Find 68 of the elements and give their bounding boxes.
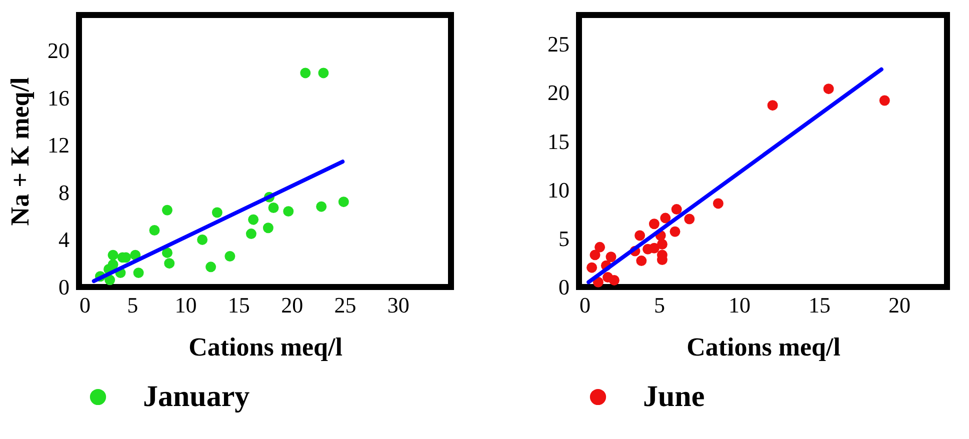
point — [684, 214, 695, 224]
point — [590, 250, 600, 260]
x-axis-title: Cations meq/l — [686, 332, 840, 362]
point — [162, 247, 172, 258]
point — [338, 196, 349, 208]
point — [648, 242, 660, 254]
x-tick-label: 10 — [174, 292, 197, 318]
point — [268, 202, 279, 213]
point — [197, 234, 208, 245]
point — [318, 68, 329, 78]
legend-label: January — [143, 380, 250, 413]
y-tick-label: 4 — [58, 227, 70, 252]
point — [262, 222, 274, 234]
point — [879, 95, 890, 106]
x-tick-label: 15 — [228, 292, 250, 318]
point — [283, 206, 294, 217]
y-tick-label: 20 — [48, 38, 70, 63]
point — [133, 268, 144, 278]
x-axis-title: Cations meq/l — [188, 332, 342, 362]
point — [606, 252, 616, 262]
point — [246, 228, 256, 240]
y-axis-title: Na + K meq/l — [6, 77, 34, 226]
y-tick-label: 16 — [48, 85, 70, 110]
point — [149, 225, 160, 236]
point — [248, 214, 259, 225]
point — [648, 218, 660, 230]
point — [823, 84, 834, 94]
y-tick-label: 0 — [558, 274, 570, 300]
point — [660, 212, 671, 224]
point — [108, 250, 118, 260]
x-tick-label: 30 — [387, 292, 410, 318]
point — [300, 68, 311, 78]
y-tick-label: 0 — [58, 274, 70, 300]
y-tick-label: 15 — [548, 128, 570, 154]
y-tick-label: 25 — [548, 32, 570, 57]
point — [712, 198, 724, 209]
point — [670, 226, 680, 237]
point — [636, 256, 647, 266]
point — [594, 242, 606, 252]
y-tick-label: 5 — [558, 226, 570, 251]
point — [206, 262, 216, 272]
point — [162, 204, 172, 216]
point — [316, 201, 327, 212]
point — [634, 230, 646, 241]
x-tick-label: 10 — [728, 292, 750, 318]
point — [212, 207, 222, 218]
x-tick-label: 5 — [127, 292, 138, 318]
point — [767, 100, 778, 111]
point — [671, 204, 682, 215]
point — [164, 258, 175, 269]
x-tick-label: 25 — [334, 292, 356, 318]
point — [586, 262, 598, 273]
y-tick-label: 12 — [48, 132, 70, 158]
x-tick-label: 5 — [654, 292, 665, 318]
x-tick-label: 0 — [80, 292, 90, 318]
y-tick-label: 20 — [548, 80, 570, 106]
x-tick-label: 20 — [281, 292, 304, 318]
legend-label: June — [643, 380, 705, 413]
point — [108, 259, 118, 270]
point — [608, 274, 620, 286]
x-tick-label: 20 — [888, 292, 910, 318]
point — [224, 251, 236, 262]
y-tick-label: 10 — [548, 177, 570, 202]
point — [104, 274, 116, 286]
x-tick-label: 15 — [808, 292, 830, 318]
y-tick-label: 8 — [58, 180, 70, 205]
point — [656, 239, 668, 250]
x-tick-label: 0 — [580, 292, 590, 318]
